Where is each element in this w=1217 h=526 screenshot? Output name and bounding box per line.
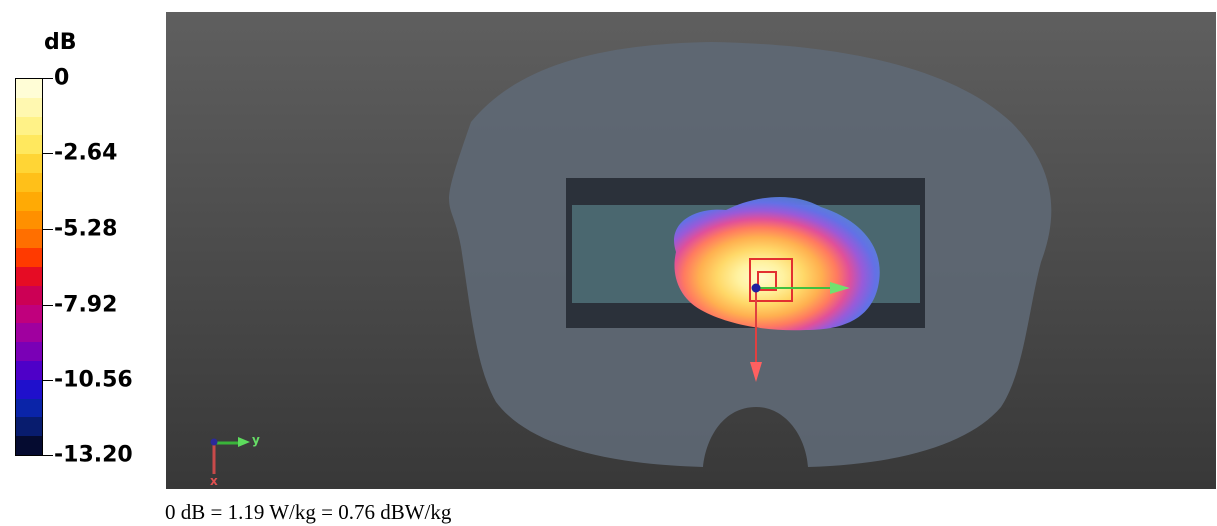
- triad-y-label: y: [252, 433, 260, 447]
- legend-tick-5: -13.20: [54, 442, 133, 468]
- colorbar-swatch: [16, 248, 42, 267]
- colorbar-swatch: [16, 304, 42, 324]
- legend-tick-mark: [43, 380, 53, 381]
- zoom-scan-inner: [757, 271, 777, 291]
- colorbar-swatch: [16, 135, 42, 155]
- colorbar-swatch: [16, 210, 42, 230]
- legend-tick-4: -10.56: [54, 367, 133, 393]
- 3d-viewport[interactable]: y x: [166, 12, 1216, 489]
- legend-tick-mark: [43, 305, 53, 306]
- colorbar-swatch: [16, 379, 42, 399]
- colorbar-swatch: [16, 342, 42, 361]
- colorbar-swatch: [16, 116, 42, 136]
- triad-y-arrow-icon: [238, 437, 250, 447]
- colorbar-swatch: [16, 229, 42, 249]
- legend-unit-label: dB: [44, 30, 77, 55]
- colorbar-swatch: [16, 360, 42, 380]
- legend-tick-mark: [43, 229, 53, 230]
- viewport-scene: y x: [210, 42, 1052, 488]
- colorbar-swatch: [16, 436, 42, 455]
- colorbar-swatch: [16, 323, 42, 343]
- footer-reference: 0 dB = 1.19 W/kg = 0.76 dBW/kg: [165, 500, 452, 524]
- sar-hotspot: [674, 196, 880, 331]
- legend-tick-mark: [43, 153, 53, 154]
- colorbar-swatch: [16, 79, 42, 98]
- probe-arrow-y-icon: [830, 282, 850, 294]
- colorbar-swatch: [16, 172, 42, 192]
- legend-tick-mark: [43, 455, 53, 456]
- legend-tick-2: -5.28: [54, 216, 118, 242]
- colorbar-swatch: [16, 398, 42, 418]
- zoom-scan-outer: [749, 258, 793, 302]
- triad-origin: [210, 438, 218, 446]
- legend-tick-mark: [43, 78, 53, 79]
- colorbar-swatch: [16, 154, 42, 173]
- probe-arrow-x-icon: [750, 362, 762, 382]
- triad-x-label: x: [210, 474, 218, 488]
- colorbar-swatch: [16, 97, 42, 117]
- legend-tick-1: -2.64: [54, 140, 118, 166]
- legend-tick-3: -7.92: [54, 292, 118, 318]
- colorbar-swatch: [16, 191, 42, 211]
- colorbar-gradient: [15, 78, 43, 456]
- probe-origin: [751, 283, 761, 293]
- legend-tick-0: 0: [54, 65, 70, 91]
- colorbar-swatch: [16, 266, 42, 286]
- colorbar-swatch: [16, 285, 42, 305]
- colorbar-swatch: [16, 417, 42, 437]
